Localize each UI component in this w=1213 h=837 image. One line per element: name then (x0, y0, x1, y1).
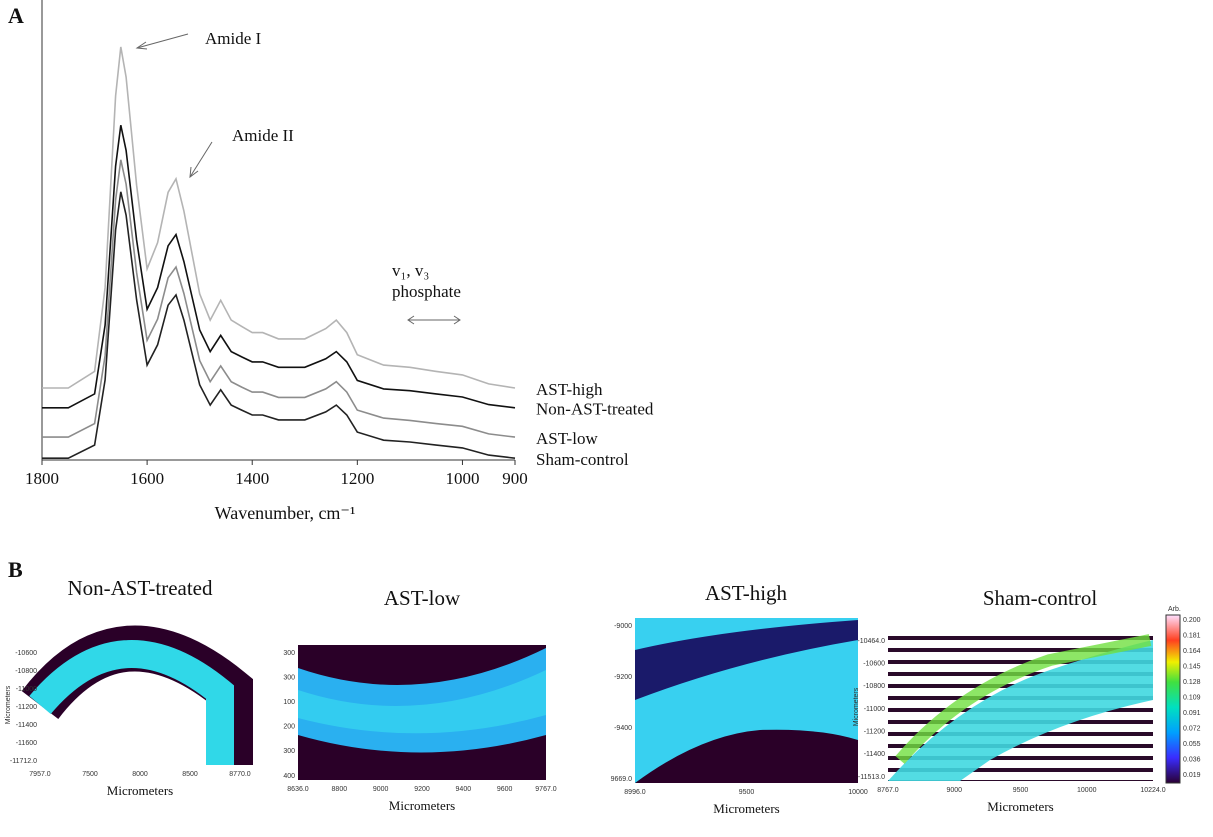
image-x-tick: 9400 (456, 786, 472, 793)
image-y-tick: -11600 (16, 740, 37, 747)
image-y-tick: -9400 (614, 725, 632, 732)
image-1 (21, 625, 253, 765)
image-x-tick: 9500 (1013, 787, 1029, 794)
image-y-tick: -11513.0 (858, 774, 885, 781)
image-x-tick: 9000 (946, 787, 962, 794)
image-y-tick: -11000 (16, 686, 37, 693)
image-y-tick: 100 (283, 699, 295, 706)
colorbar-tick: 0.128 (1183, 679, 1201, 686)
image-x-tick: 8000 (132, 771, 148, 778)
colorbar (1165, 614, 1181, 784)
spectrum-line (42, 125, 516, 409)
colorbar-title: Arb. (1168, 606, 1181, 613)
image-2 (298, 645, 546, 780)
image-x-tick: 9500 (739, 789, 755, 796)
image-y-tick: -10600 (863, 661, 885, 668)
spectrum-line (42, 46, 516, 389)
spectrum-line (42, 159, 516, 438)
x-tick-label: 1400 (235, 469, 269, 488)
image-x-tick: 10000 (1077, 787, 1097, 794)
panel-label: B (8, 557, 23, 582)
image-title: AST-low (384, 586, 461, 610)
panel-label: A (8, 3, 24, 28)
image-y-tick: -11400 (16, 722, 37, 729)
annotation: Amide I (205, 29, 262, 48)
image-y-tick: -11400 (864, 751, 885, 758)
image-title: Non-AST-treated (67, 576, 213, 600)
series-label: AST-high (536, 380, 603, 399)
colorbar-tick: 0.145 (1183, 663, 1201, 670)
image-x-tick: 8500 (182, 771, 198, 778)
x-tick-label: 1000 (445, 469, 479, 488)
x-axis-label: Wavenumber, cm⁻¹ (215, 503, 356, 523)
spectrum-line (42, 191, 516, 459)
image-x-label: Micrometers (389, 798, 455, 813)
image-x-tick: 9600 (497, 786, 513, 793)
image-x-tick: 8767.0 (877, 787, 899, 794)
image-x-tick: 9200 (414, 786, 430, 793)
image-y-tick: -10800 (863, 683, 885, 690)
image-x-tick: 9000 (373, 786, 389, 793)
colorbar-tick: 0.091 (1183, 710, 1201, 717)
annotation: v₁, v₃ (392, 261, 429, 280)
image-y-tick: 300 (283, 650, 295, 657)
image-y-tick: 200 (283, 724, 295, 731)
image-4 (888, 633, 1153, 781)
colorbar-tick: 0.109 (1183, 694, 1201, 701)
image-y-tick: -10800 (15, 668, 37, 675)
image-x-tick: 8996.0 (624, 789, 646, 796)
image-x-label: Micrometers (987, 799, 1053, 814)
image-3 (635, 618, 858, 783)
colorbar-tick: 0.200 (1183, 617, 1201, 624)
image-y-tick: 400 (283, 773, 295, 780)
image-y-label: Micrometers (5, 685, 12, 724)
image-x-tick: 7500 (82, 771, 98, 778)
x-tick-label: 900 (502, 469, 528, 488)
image-x-tick: 7957.0 (29, 771, 51, 778)
image-y-tick: 300 (283, 674, 295, 681)
colorbar-tick: 0.164 (1183, 648, 1201, 655)
annotation-arrows (135, 33, 461, 325)
series-label: AST-low (536, 429, 598, 448)
image-y-tick: -10600 (15, 650, 37, 657)
series-label: Sham-control (536, 450, 629, 469)
annotation: Amide II (232, 126, 294, 145)
image-y-tick: -9000 (614, 623, 632, 630)
image-y-tick: 300 (283, 748, 295, 755)
image-x-tick: 10000 (848, 789, 868, 796)
colorbar-tick: 0.181 (1183, 632, 1201, 639)
image-y-tick: -10464.0 (857, 638, 885, 645)
colorbar-tick: 0.019 (1183, 772, 1201, 779)
image-title: AST-high (705, 581, 788, 605)
image-y-tick: -11712.0 (10, 758, 37, 765)
image-y-label: Micrometers (853, 687, 860, 726)
image-x-label: Micrometers (713, 801, 779, 816)
x-tick-label: 1800 (25, 469, 59, 488)
image-y-tick: -11200 (864, 729, 885, 736)
image-x-label: Micrometers (107, 783, 173, 798)
image-y-tick: 9669.0 (611, 776, 633, 783)
image-y-tick: -11200 (16, 704, 37, 711)
image-x-tick: 8770.0 (229, 771, 251, 778)
image-x-tick: 10224.0 (1140, 787, 1165, 794)
colorbar-tick: 0.055 (1183, 741, 1201, 748)
image-x-tick: 8800 (332, 786, 348, 793)
x-tick-label: 1200 (340, 469, 374, 488)
image-x-tick: 9767.0 (535, 786, 557, 793)
colorbar-tick: 0.036 (1183, 756, 1201, 763)
colorbar-tick: 0.072 (1183, 725, 1201, 732)
x-tick-label: 1600 (130, 469, 164, 488)
image-title: Sham-control (983, 586, 1097, 610)
image-y-tick: -11000 (864, 706, 885, 713)
image-y-tick: -9200 (614, 674, 632, 681)
annotation: phosphate (392, 282, 461, 301)
series-label: Non-AST-treated (536, 400, 654, 419)
image-x-tick: 8636.0 (287, 786, 309, 793)
